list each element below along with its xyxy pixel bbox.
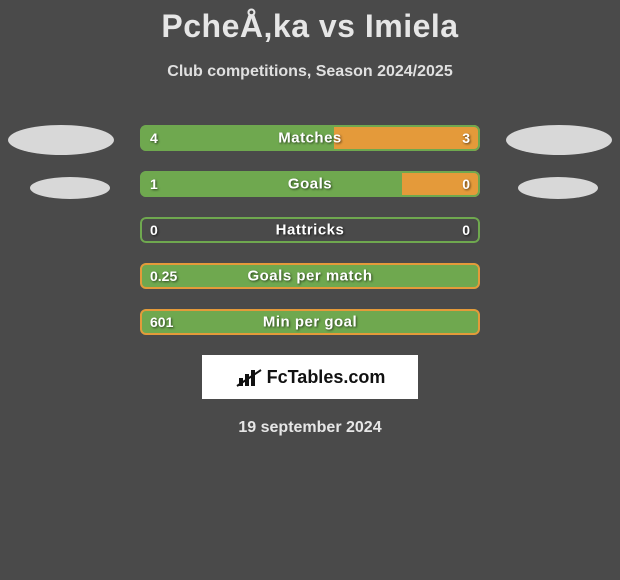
value-left: 1 <box>150 176 158 192</box>
stat-row-goals: 1 Goals 0 <box>140 171 480 197</box>
category: Matches <box>278 130 342 147</box>
category: Min per goal <box>263 314 357 331</box>
page-title: PcheÅ‚ka vs Imiela <box>0 0 620 45</box>
stat-row-matches: 4 Matches 3 <box>140 125 480 151</box>
logo-text: FcTables.com <box>267 367 386 388</box>
stat-row-min-per-goal: 601 Min per goal <box>140 309 480 335</box>
comparison-chart: 4 Matches 3 1 Goals 0 0 Hattricks 0 <box>0 125 620 335</box>
player-left-ellipse-1 <box>8 125 114 155</box>
category: Hattricks <box>276 222 345 239</box>
value-left: 601 <box>150 314 173 330</box>
logo: FcTables.com <box>202 355 418 399</box>
chart-rows: 4 Matches 3 1 Goals 0 0 Hattricks 0 <box>140 125 480 335</box>
page-subtitle: Club competitions, Season 2024/2025 <box>0 63 620 81</box>
bar-chart-icon <box>235 366 263 388</box>
value-right: 3 <box>462 130 470 146</box>
value-left: 0 <box>150 222 158 238</box>
value-right: 0 <box>462 176 470 192</box>
stat-row-goals-per-match: 0.25 Goals per match <box>140 263 480 289</box>
player-right-ellipse-2 <box>518 177 598 199</box>
value-left: 4 <box>150 130 158 146</box>
category: Goals <box>288 176 332 193</box>
bar-left <box>140 171 402 197</box>
page-root: PcheÅ‚ka vs Imiela Club competitions, Se… <box>0 0 620 580</box>
footer-date: 19 september 2024 <box>0 419 620 437</box>
category: Goals per match <box>247 268 372 285</box>
player-right-ellipse-1 <box>506 125 612 155</box>
player-left-ellipse-2 <box>30 177 110 199</box>
bar-right <box>334 125 480 151</box>
value-right: 0 <box>462 222 470 238</box>
stat-row-hattricks: 0 Hattricks 0 <box>140 217 480 243</box>
value-left: 0.25 <box>150 268 177 284</box>
